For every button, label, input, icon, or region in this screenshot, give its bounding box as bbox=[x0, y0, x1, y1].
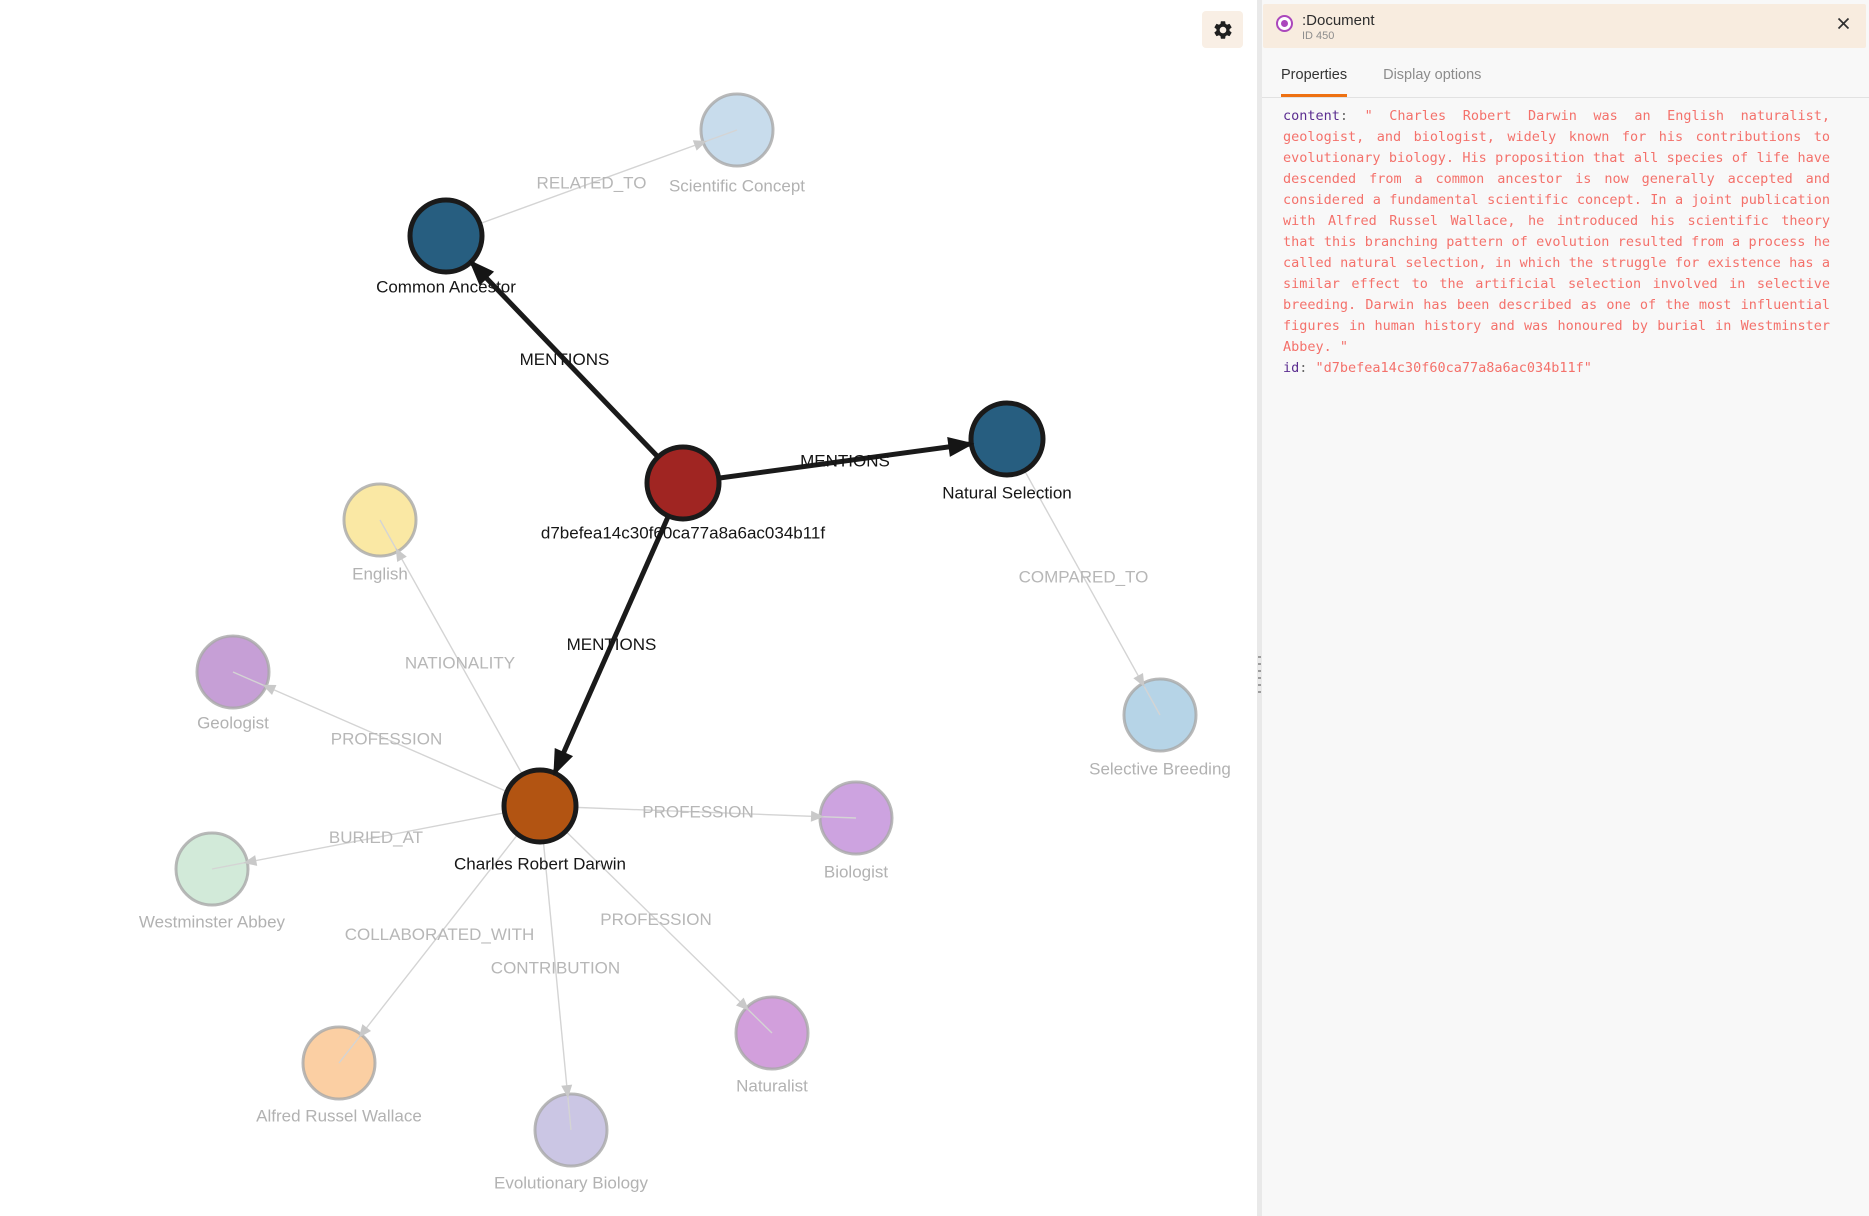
graph-edge-arrowhead bbox=[553, 748, 574, 776]
graph-edge-arrowhead bbox=[1133, 672, 1145, 688]
inspector-tabs: Properties Display options bbox=[1262, 48, 1869, 98]
panel-node-id: ID 450 bbox=[1302, 30, 1335, 42]
graph-node-label-natural-selection: Natural Selection bbox=[942, 484, 1071, 503]
panel-resize-handle[interactable] bbox=[1257, 656, 1262, 696]
graph-node-label-evolutionary-biology: Evolutionary Biology bbox=[494, 1174, 649, 1193]
graph-edge-label: COLLABORATED_WITH bbox=[345, 925, 535, 944]
property-row-content: content: " Charles Robert Darwin was an … bbox=[1283, 106, 1830, 358]
graph-edge-tail bbox=[1140, 681, 1161, 716]
graph-edge-profession[interactable] bbox=[539, 805, 857, 819]
property-row-id: id: "d7befea14c30f60ca77a8a6ac034b11f" bbox=[1283, 358, 1830, 379]
tab-display-options-label: Display options bbox=[1383, 67, 1482, 83]
graph-canvas[interactable]: MENTIONS MENTIONS MENTIONS RELATED_TO COMPAR… bbox=[0, 0, 1257, 1216]
graph-edge-label: RELATED_TO bbox=[537, 174, 647, 193]
graph-edge-compared_to[interactable] bbox=[1006, 438, 1161, 716]
node-type-badge-icon bbox=[1276, 15, 1293, 32]
graph-edge-collaborated_with[interactable] bbox=[338, 805, 541, 1064]
graph-edge-nationality[interactable] bbox=[379, 519, 541, 807]
graph-edge-arrowhead bbox=[947, 437, 975, 457]
graph-edge-profession[interactable] bbox=[539, 805, 773, 1034]
graph-edge-tail bbox=[701, 129, 738, 144]
graph-node-common-ancestor[interactable] bbox=[407, 197, 485, 275]
graph-edge-label: PROFESSION bbox=[600, 910, 711, 929]
graph-node-label-charles-robert-darwin: Charles Robert Darwin bbox=[454, 855, 626, 874]
graph-node-document[interactable] bbox=[644, 444, 722, 522]
graph-edge-arrowhead bbox=[358, 1024, 372, 1038]
graph-edge-label: BURIED_AT bbox=[329, 828, 423, 847]
graph-node-label-geologist: Geologist bbox=[197, 714, 269, 733]
property-key: content bbox=[1283, 108, 1340, 124]
graph-edge-label: NATIONALITY bbox=[405, 654, 515, 673]
graph-edge-tail bbox=[744, 1005, 773, 1034]
graph-node-label-naturalist: Naturalist bbox=[736, 1077, 808, 1096]
inspector-panel: :Document ID 450 Properties Display opti… bbox=[1262, 0, 1869, 1216]
tab-active-underline bbox=[1281, 94, 1348, 97]
close-icon bbox=[1837, 17, 1850, 33]
graph-node-label-selective-breeding: Selective Breeding bbox=[1089, 760, 1231, 779]
graph-node-label-common-ancestor: Common Ancestor bbox=[376, 278, 516, 297]
inspector-header: :Document ID 450 bbox=[1263, 4, 1866, 48]
graph-edge-label: MENTIONS bbox=[520, 350, 610, 369]
graph-edge-label: MENTIONS bbox=[800, 452, 890, 471]
close-button[interactable] bbox=[1833, 13, 1854, 34]
gear-icon bbox=[1212, 19, 1234, 41]
graph-edge-contribution[interactable] bbox=[539, 805, 572, 1131]
graph-edge-tail bbox=[566, 1092, 572, 1131]
graph-node-charles-robert-darwin[interactable] bbox=[501, 767, 579, 845]
property-colon: : bbox=[1299, 360, 1316, 376]
graph-edge-arrowhead bbox=[468, 259, 495, 286]
graph-edge-arrowhead bbox=[243, 855, 258, 866]
graph-node-label-alfred-russel-wallace: Alfred Russel Wallace bbox=[256, 1107, 422, 1126]
settings-button[interactable] bbox=[1202, 11, 1243, 48]
graph-node-label-english: English bbox=[352, 565, 408, 584]
panel-divider bbox=[1257, 0, 1262, 1216]
tab-display-options[interactable]: Display options bbox=[1383, 67, 1481, 97]
graph-edge-arrowhead bbox=[810, 810, 825, 822]
graph-edge-label: PROFESSION bbox=[331, 730, 442, 749]
graph-edge-tail bbox=[232, 671, 269, 688]
graph-edge-arrowhead bbox=[395, 547, 407, 562]
property-key: id bbox=[1283, 360, 1300, 376]
graph-edge-label: CONTRIBUTION bbox=[491, 959, 620, 978]
graph-node-label-biologist: Biologist bbox=[824, 863, 889, 882]
property-value: "d7befea14c30f60ca77a8a6ac034b11f" bbox=[1315, 360, 1592, 376]
header-texts: :Document ID 450 bbox=[1302, 11, 1833, 43]
properties-list: content: " Charles Robert Darwin was an … bbox=[1283, 106, 1830, 379]
graph-edge-tail bbox=[338, 1032, 363, 1064]
graph-edge-profession[interactable] bbox=[232, 671, 541, 807]
graph-edge-tail bbox=[211, 861, 250, 870]
graph-edge-arrowhead bbox=[692, 140, 707, 151]
tab-properties[interactable]: Properties bbox=[1281, 67, 1348, 97]
graph-edge-arrowhead bbox=[262, 684, 277, 696]
graph-svg[interactable]: MENTIONS MENTIONS MENTIONS RELATED_TO COMPAR… bbox=[0, 0, 1257, 1216]
graph-edge-arrowhead bbox=[735, 997, 750, 1011]
graph-node-natural-selection[interactable] bbox=[968, 400, 1046, 478]
property-colon: : bbox=[1339, 108, 1365, 124]
graph-edge-tail bbox=[379, 519, 400, 554]
panel-title: :Document bbox=[1302, 12, 1375, 29]
graph-edge-label: MENTIONS bbox=[567, 635, 657, 654]
graph-node-label-scientific-concept: Scientific Concept bbox=[669, 177, 805, 196]
graph-edge-related_to[interactable] bbox=[445, 129, 738, 237]
graph-node-label-document: d7befea14c30f60ca77a8a6ac034b11f bbox=[541, 524, 826, 543]
tab-properties-label: Properties bbox=[1281, 67, 1348, 83]
graph-node-label-westminster-abbey: Westminster Abbey bbox=[139, 913, 286, 932]
graph-edge-buried_at[interactable] bbox=[211, 805, 541, 870]
property-value: " Charles Robert Darwin was an English n… bbox=[1283, 108, 1830, 355]
graph-edge-tail bbox=[818, 815, 857, 819]
graph-edge-label: PROFESSION bbox=[642, 803, 753, 822]
graph-edge-label: COMPARED_TO bbox=[1019, 568, 1149, 587]
graph-edge-arrowhead bbox=[561, 1084, 573, 1099]
